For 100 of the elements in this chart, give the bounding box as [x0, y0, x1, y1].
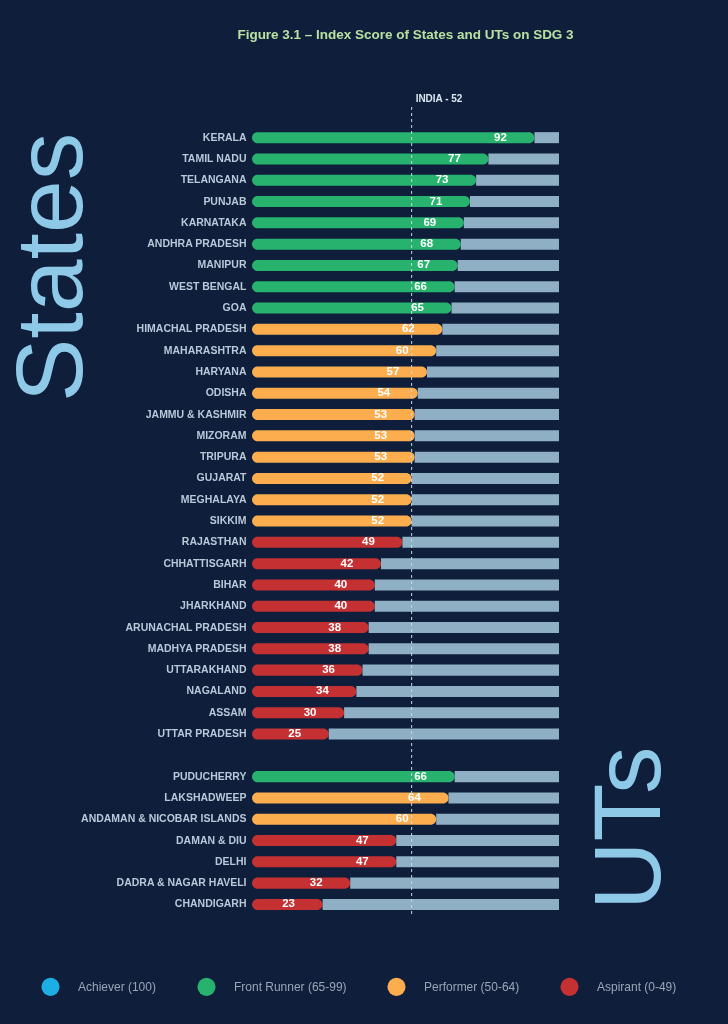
data-label: 67 — [417, 258, 431, 271]
y-tick-label: DADRA & NAGAR HAVELI — [116, 877, 247, 889]
bar — [252, 387, 418, 399]
bar — [469, 196, 559, 208]
data-label: 47 — [355, 854, 369, 867]
bar — [411, 472, 559, 484]
data-label: 53 — [374, 450, 388, 463]
data-label: 54 — [377, 386, 391, 399]
y-tick-label: UTTAR PRADESH — [157, 728, 247, 740]
bar — [252, 685, 357, 697]
bar — [454, 281, 559, 293]
data-label: 68 — [420, 237, 434, 250]
data-label: 52 — [371, 492, 385, 505]
bar — [252, 281, 455, 293]
bar — [476, 174, 559, 186]
bar — [322, 898, 559, 910]
y-tick-label: CHANDIGARH — [174, 898, 247, 910]
data-label: 23 — [282, 897, 295, 910]
y-tick-label: DELHI — [215, 855, 247, 867]
bar — [454, 771, 559, 783]
y-tick-label: ANDHRA PRADESH — [147, 238, 247, 250]
y-tick-label: NAGALAND — [186, 685, 247, 697]
legend-label: Aspirant (0-49) — [597, 979, 677, 994]
bar — [252, 664, 363, 676]
ref-line-label: INDIA - 52 — [415, 93, 463, 104]
data-label: 38 — [328, 641, 342, 654]
bar — [252, 558, 381, 570]
data-label: 66 — [414, 279, 428, 292]
bar — [252, 259, 458, 271]
data-label: 53 — [374, 407, 388, 420]
data-label: 66 — [414, 769, 428, 782]
data-label: 73 — [435, 173, 449, 186]
y-tick-label: HARYANA — [195, 365, 247, 377]
data-label: 57 — [386, 364, 400, 377]
data-label: 52 — [371, 471, 385, 484]
bar — [442, 323, 559, 335]
data-label: 34 — [315, 684, 330, 697]
bar — [252, 323, 443, 335]
y-tick-label: JHARKHAND — [180, 600, 247, 612]
bar — [252, 622, 369, 634]
data-label: 53 — [374, 428, 388, 441]
y2-axis-title: UTs — [574, 746, 680, 911]
data-label: 69 — [423, 215, 437, 228]
bar — [252, 494, 412, 506]
bar — [252, 813, 437, 825]
data-label: 62 — [401, 322, 415, 335]
y-tick-label: ODISHA — [205, 387, 247, 399]
bar — [344, 707, 559, 719]
y-tick-label: LAKSHADWEEP — [164, 791, 247, 803]
data-label: 30 — [303, 705, 317, 718]
bar — [534, 132, 559, 144]
y-tick-label: ASSAM — [208, 706, 247, 718]
y-tick-label: MANIPUR — [197, 259, 247, 271]
bar — [252, 366, 427, 378]
data-label: 60 — [395, 343, 409, 356]
y-tick-label: ANDAMAN & NICOBAR ISLANDS — [81, 813, 247, 825]
bar — [414, 409, 559, 421]
legend-label: Performer (50-64) — [424, 979, 520, 994]
bar — [411, 515, 559, 527]
data-label: 25 — [288, 727, 302, 740]
bar — [368, 622, 559, 634]
y-tick-label: JAMMU & KASHMIR — [145, 408, 247, 420]
bar — [252, 451, 415, 463]
data-label: 49 — [362, 535, 375, 548]
bar — [252, 536, 403, 548]
bar — [451, 302, 559, 314]
bar — [356, 685, 559, 697]
data-label: 36 — [322, 663, 335, 676]
bar — [368, 643, 559, 655]
data-label: 65 — [411, 301, 425, 314]
bar — [380, 558, 559, 570]
bar — [350, 877, 559, 889]
y-tick-label: WEST BENGAL — [169, 280, 248, 292]
bar — [252, 153, 489, 165]
y-tick-label: DAMAN & DIU — [176, 834, 247, 846]
bar — [460, 238, 559, 250]
bar — [414, 430, 559, 442]
bar — [252, 515, 412, 527]
bar — [374, 600, 559, 612]
y-tick-label: PUNJAB — [203, 195, 247, 207]
bar — [362, 664, 559, 676]
data-label: 42 — [340, 556, 354, 569]
bar — [426, 366, 559, 378]
y-tick-label: TRIPURA — [199, 451, 247, 463]
bar — [436, 345, 559, 357]
bar — [252, 345, 437, 357]
y-tick-label: GOA — [222, 302, 247, 314]
bar — [252, 238, 461, 250]
bar — [252, 835, 397, 847]
data-label: 40 — [334, 599, 348, 612]
y-tick-label: KERALA — [202, 131, 247, 143]
y-tick-label: MADHYA PRADESH — [147, 642, 247, 654]
bar — [252, 600, 375, 612]
bar — [328, 728, 559, 740]
bar — [252, 856, 397, 868]
bar — [396, 856, 559, 868]
data-label: 64 — [408, 790, 422, 803]
y-tick-label: TAMIL NADU — [182, 152, 247, 164]
y-tick-label: CHHATTISGARH — [163, 557, 247, 569]
bar — [396, 835, 559, 847]
